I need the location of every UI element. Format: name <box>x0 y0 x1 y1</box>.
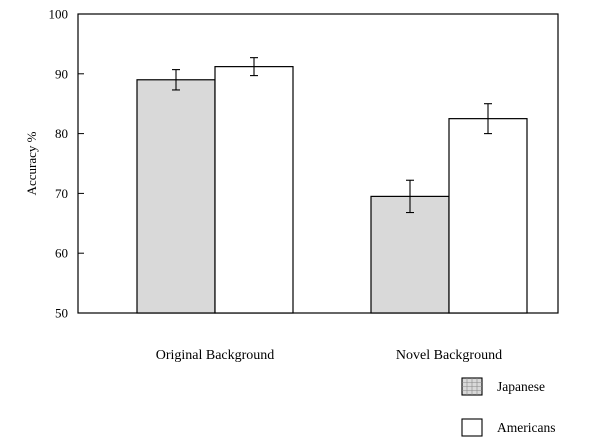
y-tick-label: 70 <box>55 186 68 201</box>
y-tick-label: 60 <box>55 246 68 261</box>
legend-swatch <box>462 419 482 436</box>
y-tick-label: 90 <box>55 66 68 81</box>
legend-item-americans: Americans <box>462 419 555 436</box>
y-axis-ticks: 50 60 70 80 90 100 <box>49 7 85 321</box>
x-axis-labels: Original Background Novel Background <box>156 348 502 363</box>
y-axis-label: Accuracy % <box>24 131 39 195</box>
legend-item-japanese: Japanese <box>462 378 545 395</box>
y-tick-label: 50 <box>55 306 68 321</box>
bar-americans-1 <box>449 119 527 313</box>
x-category-label: Original Background <box>156 348 275 363</box>
bar-americans-0 <box>215 67 293 313</box>
y-tick-label: 100 <box>49 7 69 22</box>
legend-label: Americans <box>497 420 555 435</box>
legend: Japanese Americans <box>462 378 555 436</box>
x-category-label: Novel Background <box>396 348 502 363</box>
y-tick-label: 80 <box>55 126 68 141</box>
bar-japanese-1 <box>371 196 449 313</box>
legend-label: Japanese <box>497 379 545 394</box>
bar-japanese-0 <box>137 80 215 313</box>
bars <box>137 67 527 313</box>
